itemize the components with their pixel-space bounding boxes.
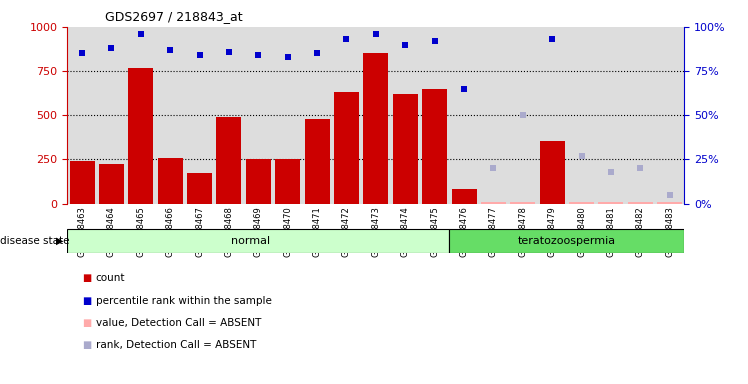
Text: ■: ■ <box>82 340 91 350</box>
Bar <box>246 159 271 204</box>
FancyBboxPatch shape <box>450 229 684 253</box>
Bar <box>625 27 655 204</box>
Text: ▶: ▶ <box>56 236 64 246</box>
Bar <box>481 202 506 204</box>
Bar <box>129 68 153 204</box>
Bar <box>302 27 332 204</box>
Bar <box>185 27 214 204</box>
Text: ■: ■ <box>82 273 91 283</box>
Text: GDS2697 / 218843_at: GDS2697 / 218843_at <box>105 10 242 23</box>
Bar <box>67 27 96 204</box>
Bar <box>598 202 623 204</box>
Bar <box>479 27 508 204</box>
Bar <box>364 53 388 204</box>
Text: count: count <box>96 273 125 283</box>
Bar <box>393 94 417 204</box>
Bar <box>422 89 447 204</box>
Text: value, Detection Call = ABSENT: value, Detection Call = ABSENT <box>96 318 261 328</box>
Text: ■: ■ <box>82 296 91 306</box>
Bar <box>628 202 653 204</box>
Bar <box>70 161 94 204</box>
Bar <box>569 202 594 204</box>
Text: rank, Detection Call = ABSENT: rank, Detection Call = ABSENT <box>96 340 256 350</box>
Bar <box>126 27 156 204</box>
Text: teratozoospermia: teratozoospermia <box>518 236 616 246</box>
Bar <box>510 202 536 204</box>
Bar <box>567 27 596 204</box>
Bar <box>214 27 244 204</box>
Bar <box>334 92 359 204</box>
Bar <box>99 164 124 204</box>
Bar <box>304 119 330 204</box>
Bar <box>452 189 476 204</box>
Bar <box>655 27 684 204</box>
Bar <box>244 27 273 204</box>
Bar <box>390 27 420 204</box>
Text: ■: ■ <box>82 318 91 328</box>
Bar <box>450 27 479 204</box>
Bar <box>657 202 682 204</box>
Bar <box>538 27 567 204</box>
Bar <box>420 27 450 204</box>
Bar <box>273 27 302 204</box>
Bar <box>361 27 390 204</box>
Text: disease state: disease state <box>0 236 70 246</box>
Bar <box>332 27 361 204</box>
Bar <box>158 159 183 204</box>
Bar <box>216 117 242 204</box>
Text: percentile rank within the sample: percentile rank within the sample <box>96 296 272 306</box>
Bar <box>540 141 565 204</box>
Bar <box>596 27 625 204</box>
Bar <box>275 159 300 204</box>
Bar <box>156 27 185 204</box>
Text: normal: normal <box>231 236 271 246</box>
Bar <box>96 27 126 204</box>
Bar <box>508 27 538 204</box>
FancyBboxPatch shape <box>67 229 450 253</box>
Bar <box>187 174 212 204</box>
